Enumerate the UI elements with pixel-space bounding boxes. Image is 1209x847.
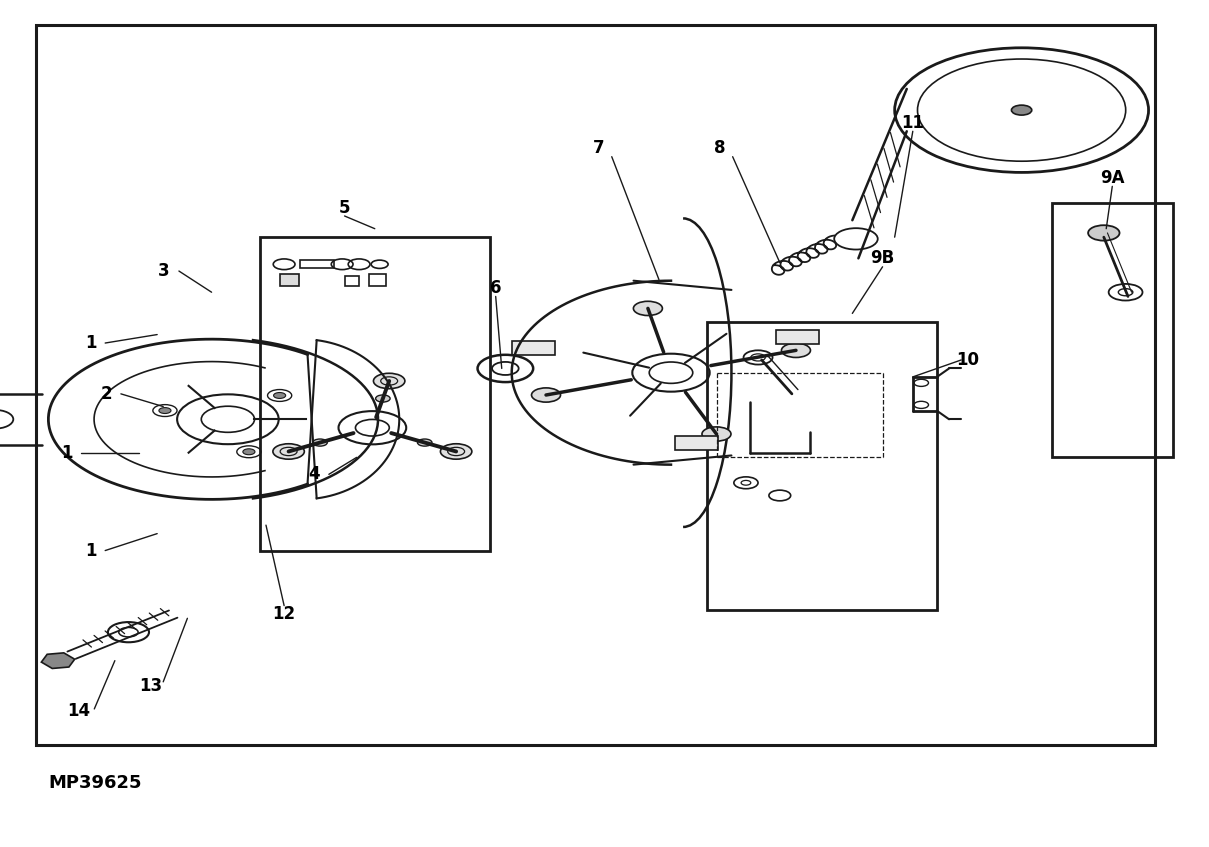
Ellipse shape	[243, 449, 255, 455]
Text: 13: 13	[139, 677, 163, 695]
Text: 10: 10	[955, 351, 979, 369]
Ellipse shape	[376, 395, 391, 402]
Ellipse shape	[417, 439, 432, 446]
Text: 12: 12	[272, 605, 296, 623]
Text: 1: 1	[60, 444, 73, 462]
Bar	[300, 260, 334, 268]
Ellipse shape	[532, 388, 561, 402]
Text: 11: 11	[901, 113, 925, 132]
Bar	[345, 276, 359, 286]
Text: 6: 6	[490, 279, 502, 297]
Bar	[260, 237, 490, 551]
Bar	[511, 341, 555, 355]
Text: 5: 5	[339, 198, 351, 217]
Ellipse shape	[158, 407, 170, 413]
Bar	[280, 274, 299, 286]
Ellipse shape	[374, 374, 405, 389]
Ellipse shape	[634, 302, 663, 316]
Text: 14: 14	[66, 702, 91, 721]
Text: 1: 1	[85, 334, 97, 352]
Text: MP39625: MP39625	[48, 774, 141, 793]
Ellipse shape	[781, 343, 810, 357]
Text: 9A: 9A	[1100, 169, 1124, 187]
Ellipse shape	[1088, 225, 1120, 241]
Text: 4: 4	[308, 465, 320, 484]
Bar	[707, 322, 937, 610]
Text: 1: 1	[85, 541, 97, 560]
Bar	[776, 329, 820, 344]
Ellipse shape	[440, 444, 472, 459]
Text: 3: 3	[157, 262, 169, 280]
Polygon shape	[41, 653, 75, 668]
Text: 8: 8	[713, 139, 725, 158]
Ellipse shape	[1012, 105, 1031, 115]
Bar	[675, 436, 718, 451]
Bar	[1052, 203, 1173, 457]
Ellipse shape	[273, 392, 285, 398]
Bar	[36, 25, 1155, 745]
Ellipse shape	[702, 427, 731, 441]
Text: 9B: 9B	[870, 249, 895, 268]
Ellipse shape	[313, 439, 328, 446]
Bar	[369, 274, 386, 286]
Text: 2: 2	[100, 385, 112, 403]
Ellipse shape	[273, 444, 305, 459]
Text: 7: 7	[592, 139, 604, 158]
